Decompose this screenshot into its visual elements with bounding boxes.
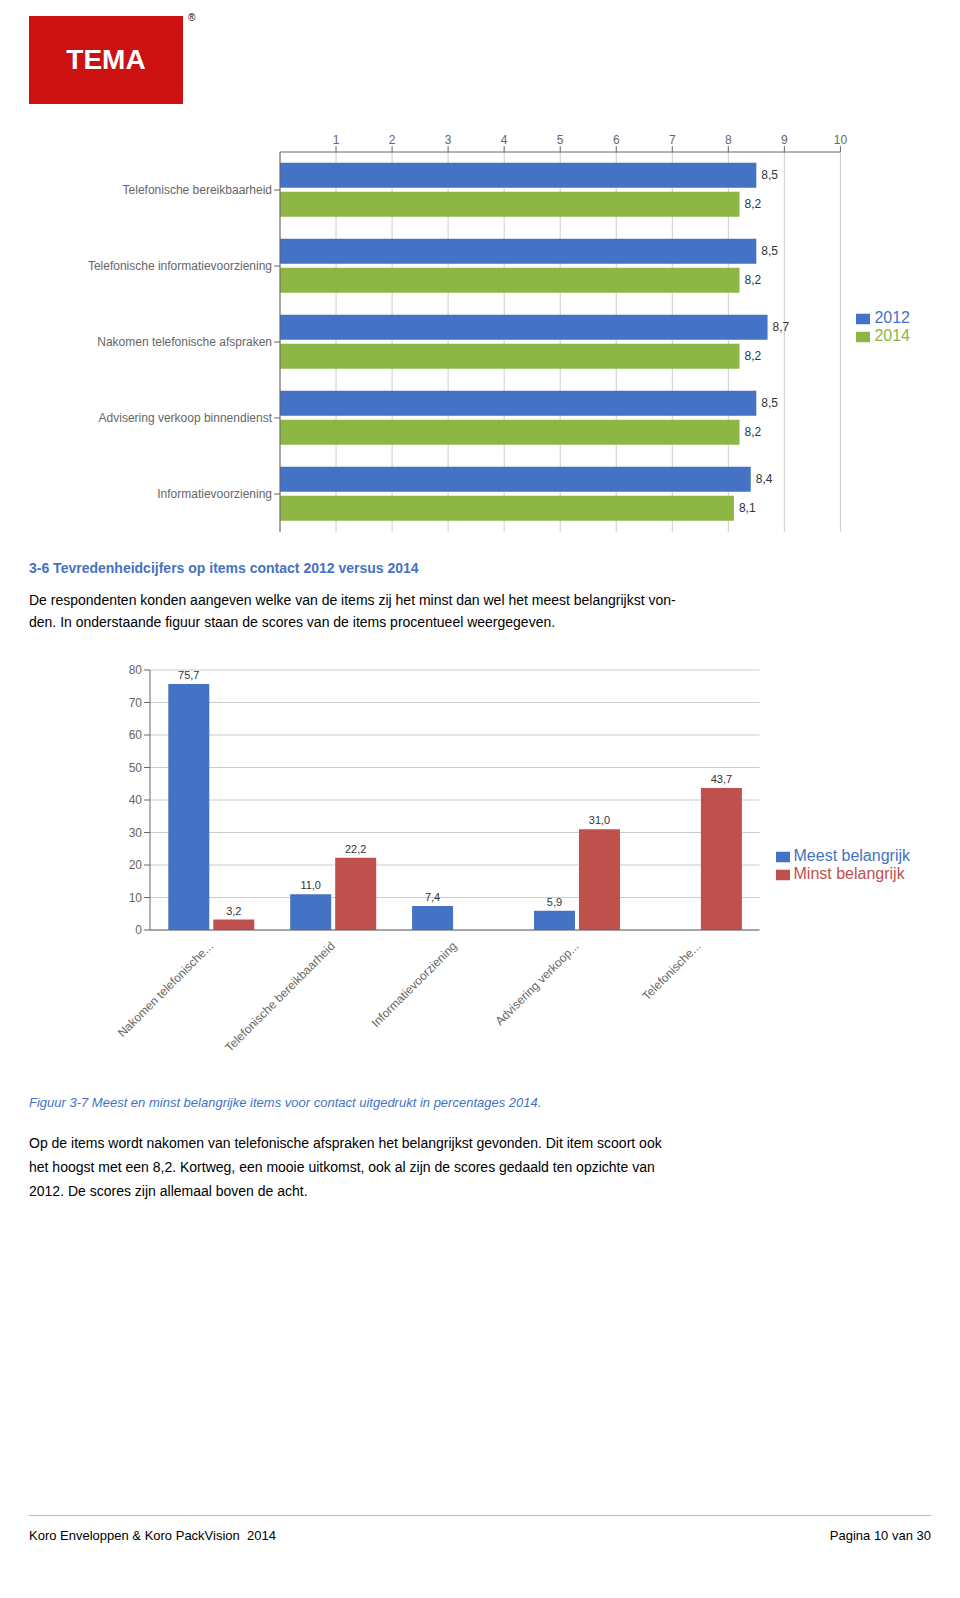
svg-text:9: 9 xyxy=(781,133,788,147)
svg-text:8: 8 xyxy=(725,133,732,147)
svg-text:3: 3 xyxy=(445,133,452,147)
svg-text:Telefonische bereikbaarheid: Telefonische bereikbaarheid xyxy=(123,183,272,197)
html-text:2014: 2014 xyxy=(874,327,910,344)
svg-text:8,2: 8,2 xyxy=(745,273,762,287)
svg-text:6: 6 xyxy=(613,133,620,147)
svg-text:8,4: 8,4 xyxy=(756,472,773,486)
svg-text:10: 10 xyxy=(834,133,848,147)
svg-text:8,5: 8,5 xyxy=(761,168,778,182)
html-text:Pagina 10 van 30: Pagina 10 van 30 xyxy=(829,1528,931,1543)
svg-text:Telefonische bereikbaarheid: Telefonische bereikbaarheid xyxy=(222,939,338,1055)
svg-text:5: 5 xyxy=(557,133,564,147)
html-text:het hoogst met een 8,2. Kortwe: het hoogst met een 8,2. Kortweg, een moo… xyxy=(29,1159,655,1175)
html-text:TEMA: TEMA xyxy=(66,44,146,75)
svg-text:1: 1 xyxy=(333,133,340,147)
svg-text:2: 2 xyxy=(389,133,396,147)
svg-text:31,0: 31,0 xyxy=(589,814,610,826)
svg-text:Nakomen telefonische...: Nakomen telefonische... xyxy=(115,939,216,1040)
svg-text:20: 20 xyxy=(129,858,143,872)
html-text:3-6 Tevredenheidcijfers op ite: 3-6 Tevredenheidcijfers op items contact… xyxy=(29,560,419,576)
svg-text:11,0: 11,0 xyxy=(300,879,321,891)
html-text:2012. De scores zijn allemaal: 2012. De scores zijn allemaal boven de a… xyxy=(29,1183,308,1199)
html-text:Meest belangrijk: Meest belangrijk xyxy=(793,847,910,864)
html-text:Op de items wordt nakomen van: Op de items wordt nakomen van telefonisc… xyxy=(29,1135,662,1151)
svg-text:8,2: 8,2 xyxy=(745,349,762,363)
svg-text:8,1: 8,1 xyxy=(739,501,756,515)
svg-text:Nakomen telefonische afspraken: Nakomen telefonische afspraken xyxy=(97,335,272,349)
svg-text:75,7: 75,7 xyxy=(178,669,199,681)
svg-text:10: 10 xyxy=(129,891,143,905)
svg-text:0: 0 xyxy=(135,923,142,937)
svg-text:4: 4 xyxy=(501,133,508,147)
svg-text:8,5: 8,5 xyxy=(761,244,778,258)
svg-text:8,2: 8,2 xyxy=(745,197,762,211)
svg-text:43,7: 43,7 xyxy=(711,773,732,785)
svg-text:60: 60 xyxy=(129,728,143,742)
html-text:De respondenten konden aangeve: De respondenten konden aangeven welke va… xyxy=(29,592,676,608)
svg-text:7,4: 7,4 xyxy=(425,891,440,903)
svg-text:Advisering verkoop...: Advisering verkoop... xyxy=(492,939,581,1028)
html-text:Figuur 3-7 Meest en minst bela: Figuur 3-7 Meest en minst belangrijke it… xyxy=(29,1095,542,1110)
svg-text:Informatievoorziening: Informatievoorziening xyxy=(369,939,460,1030)
html-text:Minst belangrijk: Minst belangrijk xyxy=(793,865,905,882)
svg-text:22,2: 22,2 xyxy=(345,843,366,855)
svg-text:Advisering verkoop binnendiens: Advisering verkoop binnendienst xyxy=(99,411,273,425)
svg-text:Telefonische informatievoorzie: Telefonische informatievoorziening xyxy=(88,259,272,273)
html-text:Koro Enveloppen & Koro PackVis: Koro Enveloppen & Koro PackVision 2014 xyxy=(29,1528,276,1543)
svg-text:30: 30 xyxy=(129,826,143,840)
svg-text:8,2: 8,2 xyxy=(745,425,762,439)
svg-text:Informatievoorziening: Informatievoorziening xyxy=(157,487,272,501)
svg-text:70: 70 xyxy=(129,696,143,710)
svg-text:Telefonische...: Telefonische... xyxy=(639,939,703,1003)
svg-text:3,2: 3,2 xyxy=(226,905,241,917)
svg-text:8,5: 8,5 xyxy=(761,396,778,410)
svg-text:7: 7 xyxy=(669,133,676,147)
html-text:2012: 2012 xyxy=(874,309,910,326)
svg-text:40: 40 xyxy=(129,793,143,807)
html-text:den. In onderstaande figuur st: den. In onderstaande figuur staan de sco… xyxy=(29,614,556,630)
svg-text:5,9: 5,9 xyxy=(547,896,562,908)
svg-text:50: 50 xyxy=(129,761,143,775)
svg-text:8,7: 8,7 xyxy=(773,320,790,334)
svg-text:80: 80 xyxy=(129,663,143,677)
